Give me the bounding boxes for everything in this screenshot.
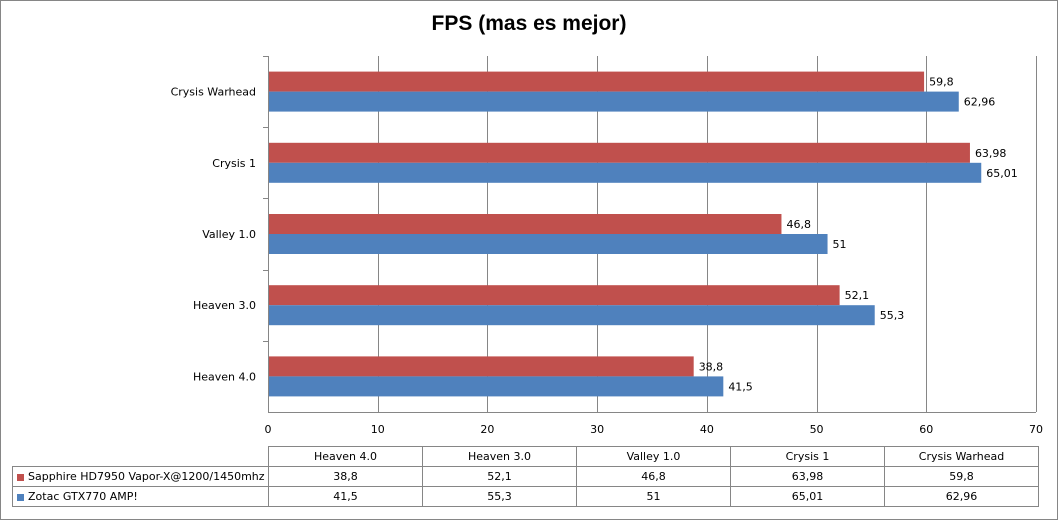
table-cell: 62,96 (884, 486, 1039, 507)
table-cell: 55,3 (422, 486, 577, 507)
data-label: 52,1 (845, 289, 870, 302)
bar (269, 71, 925, 92)
table-header-row: Heaven 4.0 Heaven 3.0 Valley 1.0 Crysis 1 Cr… (12, 446, 1039, 467)
bar (269, 142, 970, 163)
category-label: Crysis Warhead (171, 86, 256, 99)
data-label: 46,8 (786, 218, 811, 231)
table-cell: 46,8 (576, 466, 731, 487)
category-label: Valley 1.0 (202, 228, 256, 241)
table-row: Zotac GTX770 AMP! 41,5 55,3 51 65,01 62,96 (12, 486, 1039, 507)
x-tick-label: 50 (810, 423, 824, 436)
data-label: 38,8 (699, 360, 724, 373)
bar (269, 214, 782, 234)
x-tick-label: 20 (480, 423, 494, 436)
category-label: Crysis 1 (212, 157, 256, 170)
bar (269, 356, 694, 377)
data-label: 63,98 (975, 147, 1007, 160)
bar (269, 305, 875, 326)
table-cell: 41,5 (268, 486, 423, 507)
table-cell: 63,98 (730, 466, 885, 487)
table-cell: 52,1 (422, 466, 577, 487)
legend-swatch (17, 473, 24, 481)
legend-swatch (17, 493, 24, 501)
table-cell: 38,8 (268, 466, 423, 487)
data-label: 41,5 (728, 380, 753, 393)
category-label: Heaven 3.0 (193, 299, 256, 312)
bar (269, 234, 828, 254)
data-label: 51 (833, 238, 847, 251)
table-row: Sapphire HD7950 Vapor-X@1200/1450mhz 38,8… (12, 466, 1039, 487)
table-corner (12, 446, 269, 467)
x-tick-label: 40 (700, 423, 714, 436)
data-label: 62,96 (964, 96, 996, 109)
table-header-cell: Heaven 3.0 (422, 446, 577, 467)
data-label: 65,01 (986, 167, 1018, 180)
bar (269, 376, 724, 397)
table-header-cell: Heaven 4.0 (268, 446, 423, 467)
chart-title: FPS (mas es mejor) (431, 12, 627, 35)
table-cell: 51 (576, 486, 731, 507)
data-label: 59,8 (929, 76, 954, 89)
x-tick-label: 0 (265, 423, 272, 436)
bar (269, 285, 840, 306)
x-tick-label: 10 (371, 423, 385, 436)
legend-entry: Sapphire HD7950 Vapor-X@1200/1450mhz (12, 466, 269, 487)
legend-entry: Zotac GTX770 AMP! (12, 486, 269, 507)
x-tick-label: 30 (590, 423, 604, 436)
table-cell: 65,01 (730, 486, 885, 507)
table-cell: 59,8 (884, 466, 1039, 487)
x-tick-label: 60 (919, 423, 933, 436)
table-header-cell: Valley 1.0 (576, 446, 731, 467)
table-header-cell: Crysis 1 (730, 446, 885, 467)
data-table: Heaven 4.0 Heaven 3.0 Valley 1.0 Crysis 1 Cr… (12, 446, 1039, 507)
plot-area: 0 10 20 30 40 50 60 70 Heaven 4.0 38,8 41,5 Heaven … (171, 56, 1043, 436)
category-label: Heaven 4.0 (193, 370, 256, 383)
table-header-cell: Crysis Warhead (884, 446, 1039, 467)
legend-label: Zotac GTX770 AMP! (28, 490, 138, 503)
bar (269, 162, 982, 183)
legend-label: Sapphire HD7950 Vapor-X@1200/1450mhz (28, 470, 265, 483)
x-tick-label: 70 (1029, 423, 1043, 436)
data-label: 55,3 (880, 309, 905, 322)
bar (269, 91, 959, 112)
